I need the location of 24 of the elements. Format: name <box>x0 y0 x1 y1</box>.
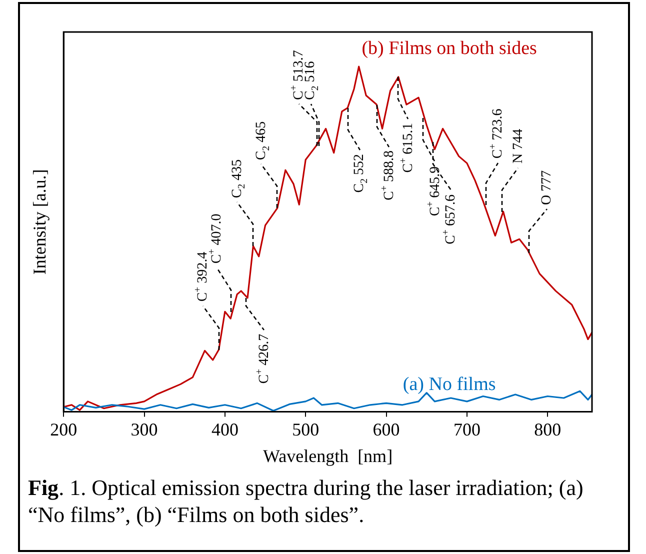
x-tick-label: 800 <box>534 419 562 440</box>
text: Fig. 1. Optical emission spectra during the laser irradiation; (a) “No films”, (b) “Films on both sides”. <box>28 474 584 528</box>
annotation: C+ 657.6 <box>440 194 458 244</box>
annotation: C+ 615.1 <box>398 122 416 173</box>
annotation: C2 552 <box>352 154 370 193</box>
annotation: N 744 <box>511 128 526 164</box>
x-tick-label: 300 <box>130 419 158 440</box>
annotation: C2 516 <box>303 61 321 100</box>
annotation: C+ 645.9 <box>424 166 443 216</box>
annotation: C+ 588.8 <box>378 150 397 200</box>
series-label: (a) No films <box>402 374 496 396</box>
x-tick-label: 700 <box>453 419 480 440</box>
annotation: C2 465 <box>254 121 272 160</box>
annotation: C+ 723.6 <box>488 108 506 159</box>
annotation: O 777 <box>540 170 555 205</box>
x-tick-label: 200 <box>50 419 78 440</box>
x-tick-label: 600 <box>372 419 400 440</box>
x-tick-label: 500 <box>292 419 320 440</box>
x-tick-label: 400 <box>211 419 238 440</box>
annotation: C2 435 <box>230 159 248 198</box>
y-axis-title: Intensity [a.u.] <box>30 169 50 275</box>
x-axis-title: Wavelength [nm] <box>263 446 393 466</box>
series-label: (b) Films on both sides <box>362 38 537 60</box>
annotation: C+ 426.7 <box>254 334 272 384</box>
